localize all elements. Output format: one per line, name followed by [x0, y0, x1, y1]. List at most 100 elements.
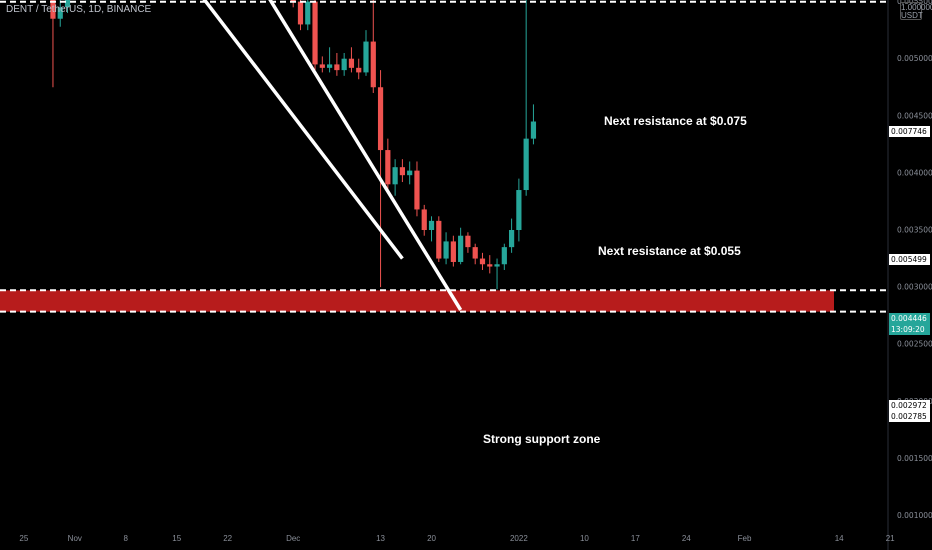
drawings-layer: [0, 0, 888, 311]
candle-body: [458, 235, 464, 262]
candle-body: [57, 7, 63, 19]
candle: [458, 227, 464, 265]
time-tick-label: 14: [835, 534, 844, 543]
candle-body: [530, 121, 537, 139]
price-tag-resistance-1: 0.007746: [889, 126, 930, 137]
currency-button-unit: USDT: [901, 11, 923, 20]
time-tick-label: 22: [223, 534, 232, 543]
candle-body: [370, 41, 376, 88]
current-price-value: 0.004446: [891, 314, 927, 323]
time-tick-label: 17: [631, 534, 640, 543]
candle: [348, 47, 355, 73]
time-tick-label: 13: [376, 534, 385, 543]
candle: [509, 218, 515, 253]
symbol-title: DENT / TetherUS, 1D, BINANCE: [6, 4, 152, 15]
price-tag-support-top: 0.002972: [889, 400, 930, 411]
price-tick-label: 0.002500: [897, 340, 932, 349]
support-zone-layer: [0, 289, 888, 313]
time-tick-label: 2022: [510, 534, 528, 543]
candle-body: [479, 258, 486, 265]
price-tick-label: 0.001500: [897, 454, 932, 463]
currency-button-value: 1.000000: [901, 3, 932, 12]
time-tick-label: Feb: [738, 534, 752, 543]
channel-upper-trendline: [268, 0, 463, 311]
price-tick-label: 0.003000: [897, 283, 932, 292]
candle: [363, 30, 369, 76]
candle-body: [327, 64, 333, 68]
candle: [57, 0, 63, 27]
candle-body: [436, 220, 442, 259]
candle: [501, 243, 507, 270]
candle-body: [312, 1, 318, 65]
price-tag-support-bottom: 0.002785: [889, 411, 930, 422]
time-tick-label: 15: [172, 534, 181, 543]
price-tick-label: 0.005500: [897, 0, 932, 6]
candle: [436, 216, 442, 262]
candle-body: [465, 235, 471, 248]
candle-body: [348, 58, 355, 68]
channel-lower-trendline: [202, 0, 404, 260]
candle-body: [450, 241, 456, 262]
candle: [516, 178, 522, 242]
candle-body: [399, 167, 405, 176]
candle-body: [392, 167, 398, 185]
candles-layer: [50, 0, 537, 290]
candle-body: [428, 220, 435, 230]
candle: [450, 235, 456, 267]
candle-body: [356, 67, 362, 73]
candle-body: [377, 87, 384, 151]
candle: [407, 161, 413, 185]
candle: [356, 58, 362, 80]
price-tag-resistance-2: 0.005499: [889, 254, 930, 265]
candle-body: [407, 170, 413, 176]
candle-body: [64, 0, 71, 8]
candle-countdown: 13:09:20: [891, 325, 925, 334]
candle-body: [363, 41, 369, 73]
time-tick-label: 20: [427, 534, 436, 543]
candle-body: [472, 247, 478, 259]
candle-body: [341, 58, 347, 71]
candle: [312, 0, 318, 71]
candle: [494, 258, 500, 290]
candle: [414, 161, 420, 217]
candle: [421, 204, 427, 236]
annotation-resistance-2: Next resistance at $0.055: [598, 244, 741, 258]
price-tick-label: 0.003500: [897, 226, 932, 235]
candle: [305, 0, 311, 31]
candle: [334, 52, 340, 76]
annotation-support: Strong support zone: [483, 432, 601, 446]
current-price-tag: 0.004446 13:09:20: [889, 313, 930, 335]
time-tick-label: Dec: [286, 534, 300, 543]
candle-body: [421, 209, 427, 230]
candle-body: [487, 264, 493, 267]
price-tick-label: 0.004500: [897, 111, 932, 120]
time-tick-label: Nov: [68, 534, 82, 543]
candle: [479, 252, 486, 270]
candle-body: [509, 230, 515, 248]
candle-body: [305, 1, 311, 25]
currency-button[interactable]: 1.000000 USDT: [900, 2, 932, 20]
candle-body: [50, 0, 56, 19]
candle-body: [494, 264, 500, 267]
candle: [64, 0, 71, 14]
candle: [297, 0, 304, 31]
time-axis[interactable]: 25 Nov 8 15 22 Dec 13 20 2022 10 17 24 Feb 14 21: [19, 534, 895, 543]
time-tick-label: 25: [19, 534, 28, 543]
candle: [385, 138, 391, 191]
candle-body: [501, 247, 507, 265]
candle: [327, 47, 333, 73]
candle: [319, 56, 325, 73]
price-tick-label: 0.005000: [897, 54, 932, 63]
candle-body: [443, 241, 449, 259]
annotation-resistance-1: Next resistance at $0.075: [604, 114, 747, 128]
time-tick-label: 24: [682, 534, 691, 543]
candle: [399, 159, 405, 183]
candle-body: [523, 138, 529, 191]
candle-body: [334, 64, 340, 71]
candle-body: [319, 64, 325, 68]
candle-body: [297, 1, 304, 25]
candle-body: [414, 170, 420, 210]
support-zone-band: [0, 290, 834, 312]
candle: [443, 232, 449, 265]
